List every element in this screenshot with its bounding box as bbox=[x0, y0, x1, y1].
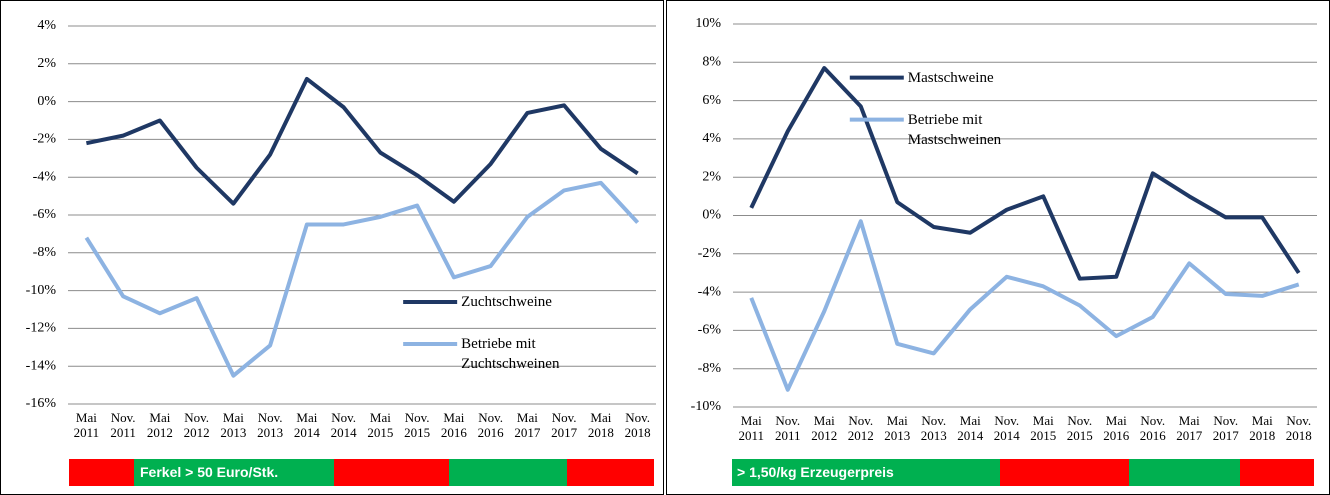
y-tick-label: -10% bbox=[26, 283, 57, 298]
x-tick-label: Nov. 2017 bbox=[551, 410, 578, 440]
x-tick-label: Mai 2013 bbox=[884, 413, 911, 443]
y-tick-label: -6% bbox=[698, 323, 722, 338]
price-band-green bbox=[1129, 459, 1240, 486]
x-tick-label: Mai 2014 bbox=[293, 410, 320, 440]
series-line bbox=[84, 180, 640, 378]
price-band-green bbox=[449, 459, 567, 486]
y-tick-label: 6% bbox=[702, 93, 721, 108]
chart-panel: -16% -14% -12% -10% -8% -6% -4% -2% 0% 2% 4% Ferke… bbox=[0, 0, 664, 495]
y-tick-label: -2% bbox=[33, 132, 57, 147]
x-tick-label: Mai 2012 bbox=[146, 410, 173, 440]
y-tick-label: -4% bbox=[33, 169, 57, 184]
x-tick-label: Nov. 2014 bbox=[330, 410, 357, 440]
x-tick-label: Mai 2016 bbox=[1103, 413, 1130, 443]
x-tick-label: Nov. 2015 bbox=[1066, 413, 1093, 443]
price-band-red bbox=[69, 459, 134, 486]
series-line bbox=[85, 76, 639, 206]
price-band-green bbox=[732, 459, 1000, 486]
y-tick-label: 4% bbox=[37, 18, 56, 33]
y-tick-label: -8% bbox=[33, 245, 57, 260]
x-tick-label: Mai 2011 bbox=[738, 413, 765, 443]
y-tick-label: -4% bbox=[698, 284, 722, 299]
chart: -10% -8% -6% -4% -2% 0% 2% 4% 6% 8% 10% bbox=[691, 16, 1317, 414]
y-tick-label: 0% bbox=[702, 208, 721, 223]
y-tick-label: 8% bbox=[702, 55, 721, 70]
x-tick-label: Mai 2015 bbox=[367, 410, 394, 440]
x-tick-label: Mai 2011 bbox=[73, 410, 100, 440]
x-tick-label: Nov. 2018 bbox=[624, 410, 651, 440]
band-label: Ferkel > 50 Euro/Stk. bbox=[140, 464, 279, 480]
x-tick-label: Nov. 2013 bbox=[257, 410, 284, 440]
x-tick-label: Nov. 2018 bbox=[1285, 413, 1312, 443]
x-tick-label: Mai 2012 bbox=[811, 413, 838, 443]
x-tick-label: Nov. 2016 bbox=[477, 410, 504, 440]
x-tick-label: Mai 2015 bbox=[1030, 413, 1057, 443]
y-tick-label: 10% bbox=[695, 16, 721, 31]
y-tick-label: 2% bbox=[37, 56, 56, 71]
x-tick-label: Nov. 2014 bbox=[993, 413, 1020, 443]
series-line bbox=[749, 66, 1301, 281]
y-tick-label: 4% bbox=[702, 131, 721, 146]
x-tick-label: Nov. 2012 bbox=[847, 413, 874, 443]
x-tick-label: Mai 2013 bbox=[220, 410, 247, 440]
price-band-red bbox=[1240, 459, 1314, 486]
y-tick-label: -10% bbox=[691, 399, 722, 414]
legend-label: Betriebe mit Zuchtschweinen bbox=[461, 335, 560, 372]
y-tick-label: -12% bbox=[26, 321, 57, 336]
x-tick-label: Mai 2018 bbox=[1249, 413, 1276, 443]
y-tick-label: 2% bbox=[702, 169, 721, 184]
price-band-red bbox=[1000, 459, 1129, 486]
y-tick-label: 0% bbox=[37, 94, 56, 109]
legend-label: Mastschweine bbox=[907, 69, 994, 86]
price-band-green bbox=[134, 459, 334, 486]
y-tick-label: -14% bbox=[26, 358, 57, 373]
band-label: > 1,50/kg Erzeugerpreis bbox=[737, 464, 894, 480]
x-tick-label: Mai 2017 bbox=[1176, 413, 1203, 443]
x-tick-label: Nov. 2017 bbox=[1212, 413, 1239, 443]
x-tick-label: Nov. 2011 bbox=[774, 413, 801, 443]
price-band-red bbox=[334, 459, 449, 486]
x-tick-label: Nov. 2016 bbox=[1139, 413, 1166, 443]
x-tick-label: Mai 2014 bbox=[957, 413, 984, 443]
y-tick-label: -2% bbox=[698, 246, 722, 261]
price-band-red bbox=[567, 459, 654, 486]
chart: -16% -14% -12% -10% -8% -6% -4% -2% 0% 2% 4% bbox=[26, 18, 656, 411]
legend-label: Zuchtschweine bbox=[461, 293, 552, 310]
chart-panel: -10% -8% -6% -4% -2% 0% 2% 4% 6% 8% 10% > 1,50/kg … bbox=[666, 0, 1330, 495]
y-tick-label: -16% bbox=[26, 396, 57, 411]
x-tick-label: Mai 2017 bbox=[514, 410, 541, 440]
y-tick-label: -6% bbox=[33, 207, 57, 222]
x-tick-label: Nov. 2015 bbox=[404, 410, 431, 440]
x-tick-label: Nov. 2011 bbox=[110, 410, 136, 440]
legend-label: Betriebe mit Mastschweinen bbox=[907, 111, 1002, 148]
y-tick-label: -8% bbox=[698, 361, 722, 376]
x-tick-label: Nov. 2012 bbox=[183, 410, 210, 440]
x-tick-label: Mai 2016 bbox=[440, 410, 467, 440]
x-tick-label: Nov. 2013 bbox=[920, 413, 947, 443]
x-tick-label: Mai 2018 bbox=[587, 410, 614, 440]
series-line bbox=[749, 219, 1300, 392]
